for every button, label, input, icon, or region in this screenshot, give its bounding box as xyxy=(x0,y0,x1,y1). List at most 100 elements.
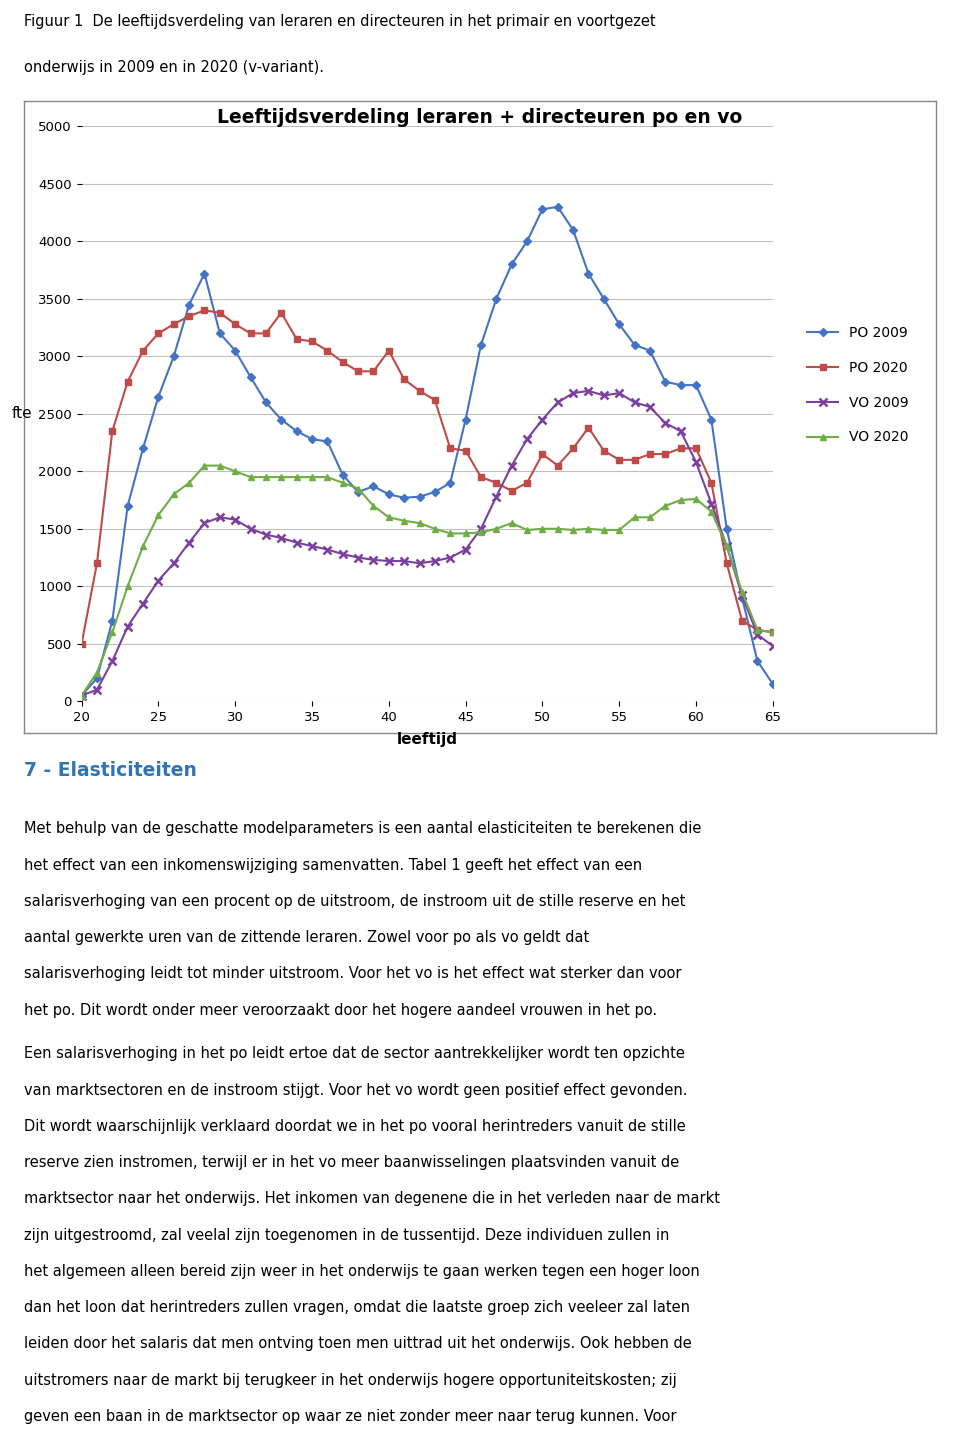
PO 2009 xyxy=(137,440,149,457)
PO 2020 xyxy=(122,374,133,391)
VO 2009 xyxy=(322,540,333,558)
PO 2009 xyxy=(291,422,302,440)
VO 2020 xyxy=(337,474,348,491)
VO 2020 xyxy=(552,520,564,537)
VO 2009 xyxy=(506,457,517,474)
PO 2009 xyxy=(107,612,118,629)
PO 2020 xyxy=(199,302,210,319)
VO 2009 xyxy=(644,398,656,415)
Text: van marktsectoren en de instroom stijgt. Voor het vo wordt geen positief effect : van marktsectoren en de instroom stijgt.… xyxy=(24,1082,687,1098)
VO 2020 xyxy=(229,463,241,480)
PO 2020 xyxy=(567,440,579,457)
VO 2020 xyxy=(460,525,471,542)
PO 2020 xyxy=(429,391,441,408)
VO 2020 xyxy=(306,468,318,486)
Text: dan het loon dat herintreders zullen vragen, omdat die laatste groep zich veelee: dan het loon dat herintreders zullen vra… xyxy=(24,1300,690,1315)
PO 2009 xyxy=(475,336,487,354)
PO 2009 xyxy=(199,264,210,282)
VO 2009 xyxy=(153,572,164,589)
PO 2009 xyxy=(429,483,441,500)
VO 2009 xyxy=(260,526,272,543)
VO 2020 xyxy=(214,457,226,474)
VO 2009 xyxy=(398,552,410,569)
VO 2009 xyxy=(521,431,533,448)
PO 2020 xyxy=(752,621,763,638)
VO 2020 xyxy=(199,457,210,474)
PO 2020 xyxy=(76,635,87,652)
PO 2020 xyxy=(491,474,502,491)
PO 2009 xyxy=(706,411,717,428)
PO 2009 xyxy=(260,394,272,411)
PO 2009 xyxy=(460,411,471,428)
VO 2020 xyxy=(291,468,302,486)
VO 2009 xyxy=(229,512,241,529)
PO 2020 xyxy=(168,316,180,333)
VO 2020 xyxy=(675,491,686,509)
VO 2009 xyxy=(291,535,302,552)
PO 2009 xyxy=(76,687,87,704)
VO 2009 xyxy=(475,520,487,537)
VO 2009 xyxy=(460,540,471,558)
VO 2009 xyxy=(736,586,748,604)
PO 2020 xyxy=(137,342,149,359)
PO 2020 xyxy=(506,483,517,500)
VO 2020 xyxy=(537,520,548,537)
PO 2020 xyxy=(613,451,625,468)
PO 2009 xyxy=(690,376,702,394)
Text: zijn uitgestroomd, zal veelal zijn toegenomen in de tussentijd. Deze individuen : zijn uitgestroomd, zal veelal zijn toege… xyxy=(24,1227,669,1243)
PO 2020 xyxy=(337,354,348,371)
PO 2009 xyxy=(398,489,410,506)
PO 2009 xyxy=(245,368,256,385)
VO 2020 xyxy=(276,468,287,486)
PO 2020 xyxy=(183,308,195,325)
Text: het algemeen alleen bereid zijn weer in het onderwijs te gaan werken tegen een h: het algemeen alleen bereid zijn weer in … xyxy=(24,1265,700,1279)
PO 2020 xyxy=(383,342,395,359)
PO 2009 xyxy=(567,221,579,239)
PO 2020 xyxy=(598,443,610,460)
VO 2020 xyxy=(168,486,180,503)
PO 2009 xyxy=(414,489,425,506)
VO 2009 xyxy=(552,394,564,411)
PO 2009 xyxy=(721,520,732,537)
VO 2009 xyxy=(352,549,364,566)
PO 2009 xyxy=(444,474,456,491)
PO 2020 xyxy=(736,612,748,629)
VO 2009 xyxy=(414,555,425,572)
PO 2009 xyxy=(214,325,226,342)
VO 2009 xyxy=(137,595,149,612)
VO 2009 xyxy=(107,652,118,670)
PO 2009 xyxy=(491,290,502,308)
PO 2020 xyxy=(276,305,287,322)
VO 2020 xyxy=(506,514,517,532)
PO 2020 xyxy=(352,362,364,379)
PO 2009 xyxy=(752,652,763,670)
VO 2009 xyxy=(383,552,395,569)
Line: VO 2020: VO 2020 xyxy=(79,463,776,698)
PO 2020 xyxy=(368,362,379,379)
PO 2009 xyxy=(352,483,364,500)
PO 2020 xyxy=(552,457,564,474)
VO 2020 xyxy=(598,522,610,539)
Text: aantal gewerkte uren van de zittende leraren. Zowel voor po als vo geldt dat: aantal gewerkte uren van de zittende ler… xyxy=(24,930,589,946)
Legend: PO 2009, PO 2020, VO 2009, VO 2020: PO 2009, PO 2020, VO 2009, VO 2020 xyxy=(807,326,909,444)
VO 2009 xyxy=(675,422,686,440)
VO 2020 xyxy=(107,624,118,641)
VO 2020 xyxy=(752,621,763,638)
Text: Dit wordt waarschijnlijk verklaard doordat we in het po vooral herintreders vanu: Dit wordt waarschijnlijk verklaard doord… xyxy=(24,1119,685,1134)
VO 2009 xyxy=(76,687,87,704)
Text: uitstromers naar de markt bij terugkeer in het onderwijs hogere opportuniteitsko: uitstromers naar de markt bij terugkeer … xyxy=(24,1372,677,1388)
VO 2020 xyxy=(613,522,625,539)
VO 2009 xyxy=(245,520,256,537)
VO 2020 xyxy=(736,583,748,601)
Line: VO 2009: VO 2009 xyxy=(78,387,777,700)
VO 2009 xyxy=(183,535,195,552)
PO 2020 xyxy=(91,555,103,572)
Text: geven een baan in de marktsector op waar ze niet zonder meer naar terug kunnen. : geven een baan in de marktsector op waar… xyxy=(24,1408,677,1424)
X-axis label: leeftijd: leeftijd xyxy=(396,733,458,747)
Text: Leeftijdsverdeling leraren + directeuren po en vo: Leeftijdsverdeling leraren + directeuren… xyxy=(217,108,743,128)
VO 2009 xyxy=(491,489,502,506)
PO 2020 xyxy=(245,325,256,342)
PO 2009 xyxy=(598,290,610,308)
PO 2009 xyxy=(229,342,241,359)
PO 2009 xyxy=(644,342,656,359)
